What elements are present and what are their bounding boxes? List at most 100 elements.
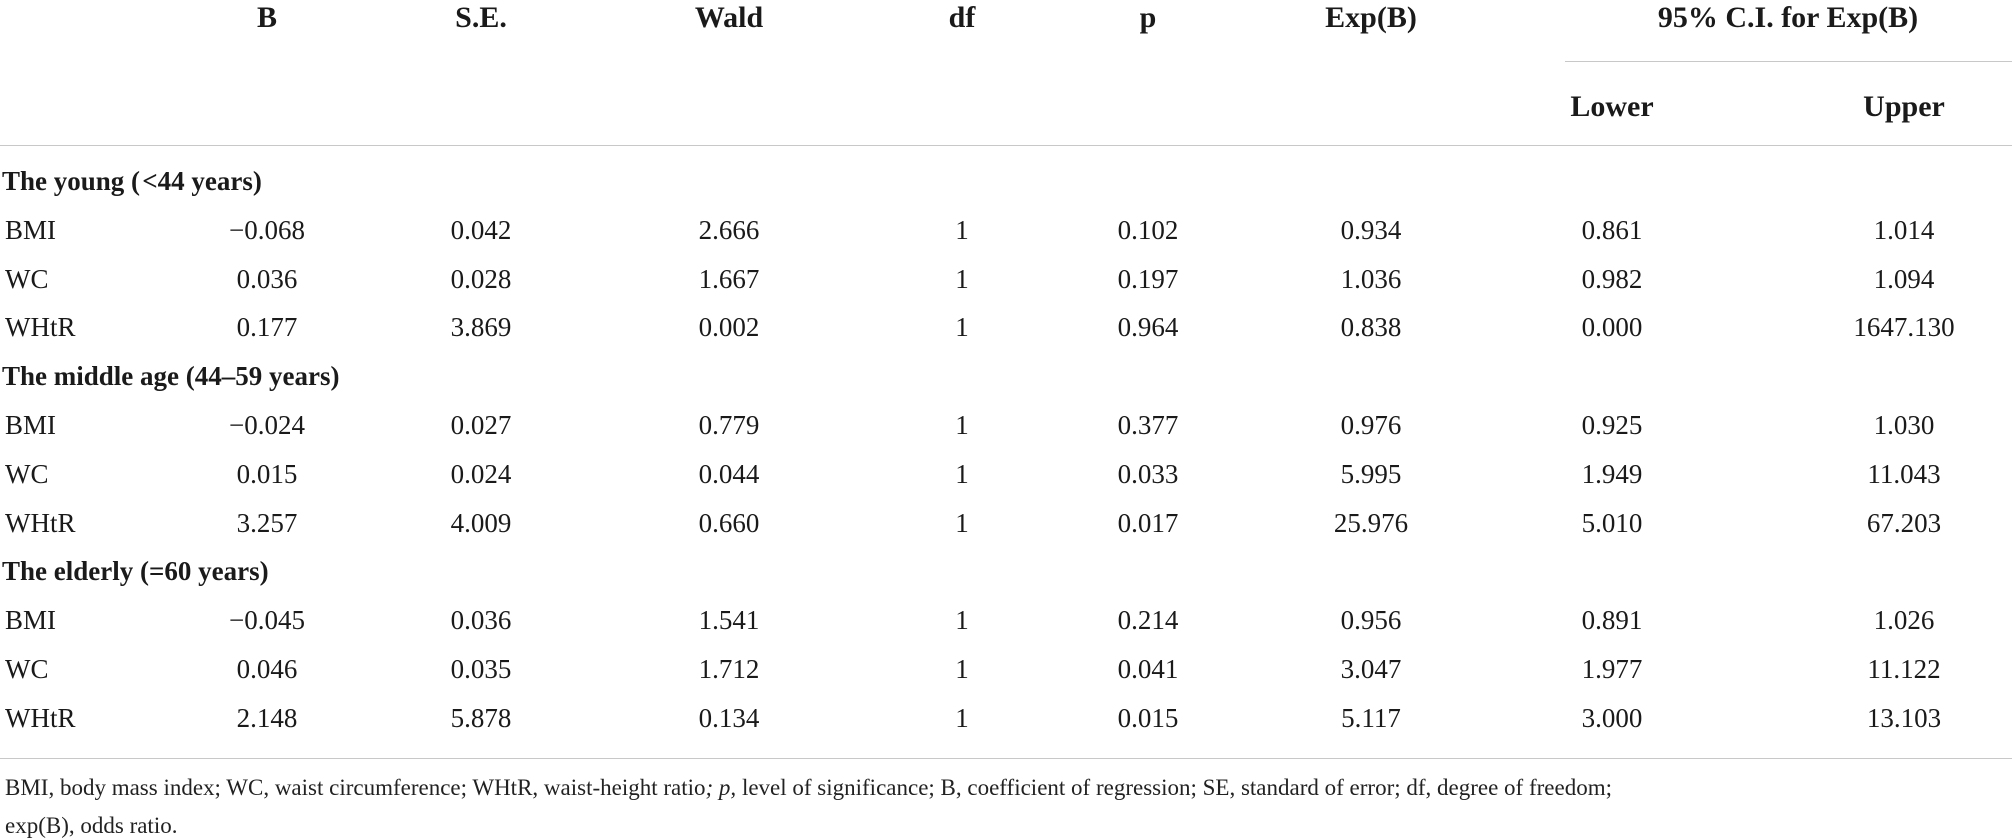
footnote-line-1: BMI, body mass index; WC, waist circumfe… xyxy=(5,776,1612,799)
cell-expb: 0.976 xyxy=(1340,410,1402,440)
header-rule xyxy=(0,145,2012,146)
cell-p: 0.015 xyxy=(1117,702,1179,733)
cell-wald: 2.666 xyxy=(698,214,760,245)
cell-upper: 1.030 xyxy=(1873,410,1935,440)
cell-se: 0.028 xyxy=(450,263,512,294)
cell-wald: 0.134 xyxy=(698,702,760,733)
cell-se: 3.869 xyxy=(450,312,512,343)
cell-expb: 3.047 xyxy=(1340,654,1402,684)
cell-expb: 0.934 xyxy=(1340,214,1402,245)
cell-wald: 1.712 xyxy=(698,654,760,684)
cell-upper: 67.203 xyxy=(1866,507,1942,538)
cell-upper: 1.026 xyxy=(1873,605,1935,636)
cell-expb: 25.976 xyxy=(1333,507,1409,538)
cell-expb: 1.036 xyxy=(1340,263,1402,294)
footnote-p-italic: ; p, xyxy=(705,775,737,800)
cell-expb: 5.117 xyxy=(1341,702,1401,733)
cell-upper: 11.122 xyxy=(1867,654,1941,684)
ci-rule xyxy=(1565,61,2012,62)
cell-wald: 0.044 xyxy=(698,458,760,489)
cell-b: 0.046 xyxy=(236,654,298,684)
header-df: df xyxy=(948,1,976,34)
cell-b: −0.024 xyxy=(229,410,305,440)
cell-b: 3.257 xyxy=(236,507,298,538)
header-expb: Exp(B) xyxy=(1325,1,1417,34)
cell-wald: 1.667 xyxy=(698,263,760,294)
cell-expb: 0.956 xyxy=(1340,605,1402,636)
cell-lower: 0.861 xyxy=(1581,214,1643,245)
cell-p: 0.214 xyxy=(1117,605,1179,636)
cell-se: 0.042 xyxy=(450,214,512,245)
section-title: The elderly (=60 years) xyxy=(2,556,269,587)
cell-upper: 11.043 xyxy=(1867,458,1941,489)
row-label: BMI xyxy=(5,605,57,636)
cell-df: 1 xyxy=(955,702,969,733)
cell-b: 0.036 xyxy=(236,263,298,294)
section-title: The young ( <44 years) xyxy=(2,166,262,196)
cell-lower: 1.977 xyxy=(1581,654,1643,684)
cell-lower: 3.000 xyxy=(1581,702,1643,733)
cell-b: −0.068 xyxy=(229,214,305,245)
cell-se: 0.036 xyxy=(450,605,512,636)
cell-df: 1 xyxy=(955,507,969,538)
cell-p: 0.964 xyxy=(1117,312,1179,343)
cell-b: 2.148 xyxy=(236,702,298,733)
cell-upper: 1.014 xyxy=(1873,214,1935,245)
row-label: WHtR xyxy=(5,312,76,343)
cell-wald: 0.660 xyxy=(698,507,760,538)
cell-b: 0.177 xyxy=(236,312,298,343)
cell-p: 0.017 xyxy=(1117,507,1179,538)
cell-se: 0.027 xyxy=(450,410,512,440)
cell-df: 1 xyxy=(955,263,969,294)
cell-upper: 1.094 xyxy=(1873,263,1935,294)
cell-se: 5.878 xyxy=(450,702,512,733)
cell-df: 1 xyxy=(955,654,969,684)
cell-df: 1 xyxy=(955,214,969,245)
cell-lower: 0.891 xyxy=(1581,605,1643,636)
cell-upper: 1647.130 xyxy=(1853,312,1955,343)
cell-lower: 0.925 xyxy=(1581,410,1643,440)
header-upper: Upper xyxy=(1863,90,1945,123)
cell-df: 1 xyxy=(955,312,969,343)
cell-upper: 13.103 xyxy=(1866,702,1942,733)
footnote-part-2: level of significance; B, coefficient of… xyxy=(736,775,1612,800)
cell-wald: 0.002 xyxy=(698,312,760,343)
cell-b: 0.015 xyxy=(236,458,298,489)
cell-expb: 0.838 xyxy=(1340,312,1402,343)
row-label: WC xyxy=(5,263,49,294)
cell-df: 1 xyxy=(955,458,969,489)
cell-wald: 0.779 xyxy=(698,410,760,440)
row-label: WHtR xyxy=(5,507,76,538)
footer-rule xyxy=(0,758,2012,759)
row-label: WHtR xyxy=(5,702,76,733)
row-label: BMI xyxy=(5,410,57,440)
cell-expb: 5.995 xyxy=(1340,458,1402,489)
header-wald: Wald xyxy=(694,1,764,34)
cell-p: 0.197 xyxy=(1117,263,1179,294)
cell-lower: 0.000 xyxy=(1581,312,1643,343)
row-label: WC xyxy=(5,654,49,684)
header-lower: Lower xyxy=(1570,90,1654,123)
cell-p: 0.102 xyxy=(1117,214,1179,245)
row-label: BMI xyxy=(5,214,57,245)
cell-se: 0.035 xyxy=(450,654,512,684)
cell-se: 4.009 xyxy=(450,507,512,538)
header-ci: 95% C.I. for Exp(B) xyxy=(1657,1,1919,34)
footnote-part-1: BMI, body mass index; WC, waist circumfe… xyxy=(5,775,706,800)
cell-lower: 0.982 xyxy=(1581,263,1643,294)
row-label: WC xyxy=(5,458,49,489)
cell-b: −0.045 xyxy=(229,605,305,636)
cell-p: 0.041 xyxy=(1117,654,1179,684)
cell-p: 0.033 xyxy=(1117,458,1179,489)
cell-df: 1 xyxy=(955,410,969,440)
header-se: S.E. xyxy=(455,1,507,34)
cell-p: 0.377 xyxy=(1117,410,1179,440)
header-p: p xyxy=(1139,1,1157,34)
cell-df: 1 xyxy=(955,605,969,636)
section-title: The middle age (44–59 years) xyxy=(2,361,340,392)
cell-wald: 1.541 xyxy=(698,605,760,636)
header-b: B xyxy=(256,1,278,34)
footnote-line-2: exp(B), odds ratio. xyxy=(5,813,178,838)
cell-lower: 1.949 xyxy=(1581,458,1643,489)
cell-lower: 5.010 xyxy=(1581,507,1643,538)
